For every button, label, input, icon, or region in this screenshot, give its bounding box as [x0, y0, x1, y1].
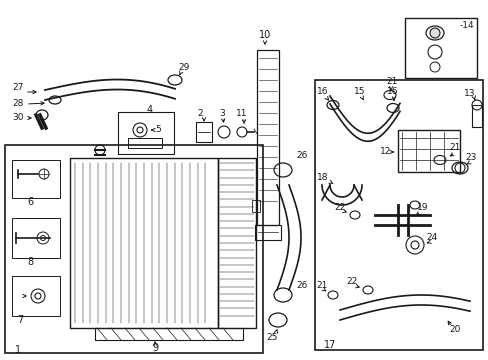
Text: 19: 19	[416, 203, 428, 212]
Bar	[196, 122, 212, 142]
Bar	[12, 276, 60, 316]
Bar	[257, 50, 279, 225]
Bar	[404, 18, 476, 78]
Text: 22: 22	[346, 278, 357, 287]
Bar	[251, 200, 260, 212]
Text: 10: 10	[258, 30, 270, 40]
Text: 28: 28	[12, 99, 23, 108]
Text: 16: 16	[386, 87, 398, 96]
Text: 26: 26	[296, 150, 307, 159]
Bar	[254, 225, 281, 240]
Text: 2: 2	[197, 108, 203, 117]
Text: 24: 24	[426, 234, 437, 243]
Bar	[95, 328, 243, 340]
Text: 9: 9	[152, 343, 158, 353]
Text: 13: 13	[463, 89, 475, 98]
Bar	[128, 138, 162, 148]
Text: 27: 27	[12, 84, 23, 93]
Text: 18: 18	[317, 174, 328, 183]
Bar	[397, 130, 459, 172]
Text: 25: 25	[266, 333, 277, 342]
Bar	[218, 158, 256, 328]
Text: 20: 20	[448, 325, 460, 334]
Text: 21: 21	[448, 144, 460, 153]
Text: 26: 26	[296, 280, 307, 289]
Text: 8: 8	[27, 257, 33, 267]
Text: 5: 5	[155, 126, 161, 135]
Text: 22: 22	[334, 202, 345, 211]
Text: 7: 7	[17, 315, 23, 325]
Bar	[12, 160, 60, 198]
Text: 15: 15	[353, 87, 365, 96]
Bar	[118, 112, 174, 154]
Text: 30: 30	[12, 113, 24, 122]
Text: -14: -14	[459, 21, 474, 30]
Bar	[471, 105, 481, 127]
Bar	[12, 218, 60, 258]
Text: 29: 29	[178, 63, 189, 72]
Text: 11: 11	[236, 108, 247, 117]
Bar	[314, 80, 482, 350]
Circle shape	[429, 28, 439, 38]
Text: 21: 21	[386, 77, 397, 86]
Text: 6: 6	[27, 197, 33, 207]
Text: 23: 23	[465, 153, 476, 162]
Text: 16: 16	[317, 87, 328, 96]
Text: 12: 12	[380, 148, 391, 157]
Text: 3: 3	[219, 108, 224, 117]
Bar	[5, 145, 263, 353]
Text: 1: 1	[15, 345, 21, 355]
Text: 17: 17	[323, 340, 336, 350]
Text: 4: 4	[146, 105, 153, 115]
Text: 21: 21	[316, 280, 327, 289]
Bar	[70, 158, 218, 328]
